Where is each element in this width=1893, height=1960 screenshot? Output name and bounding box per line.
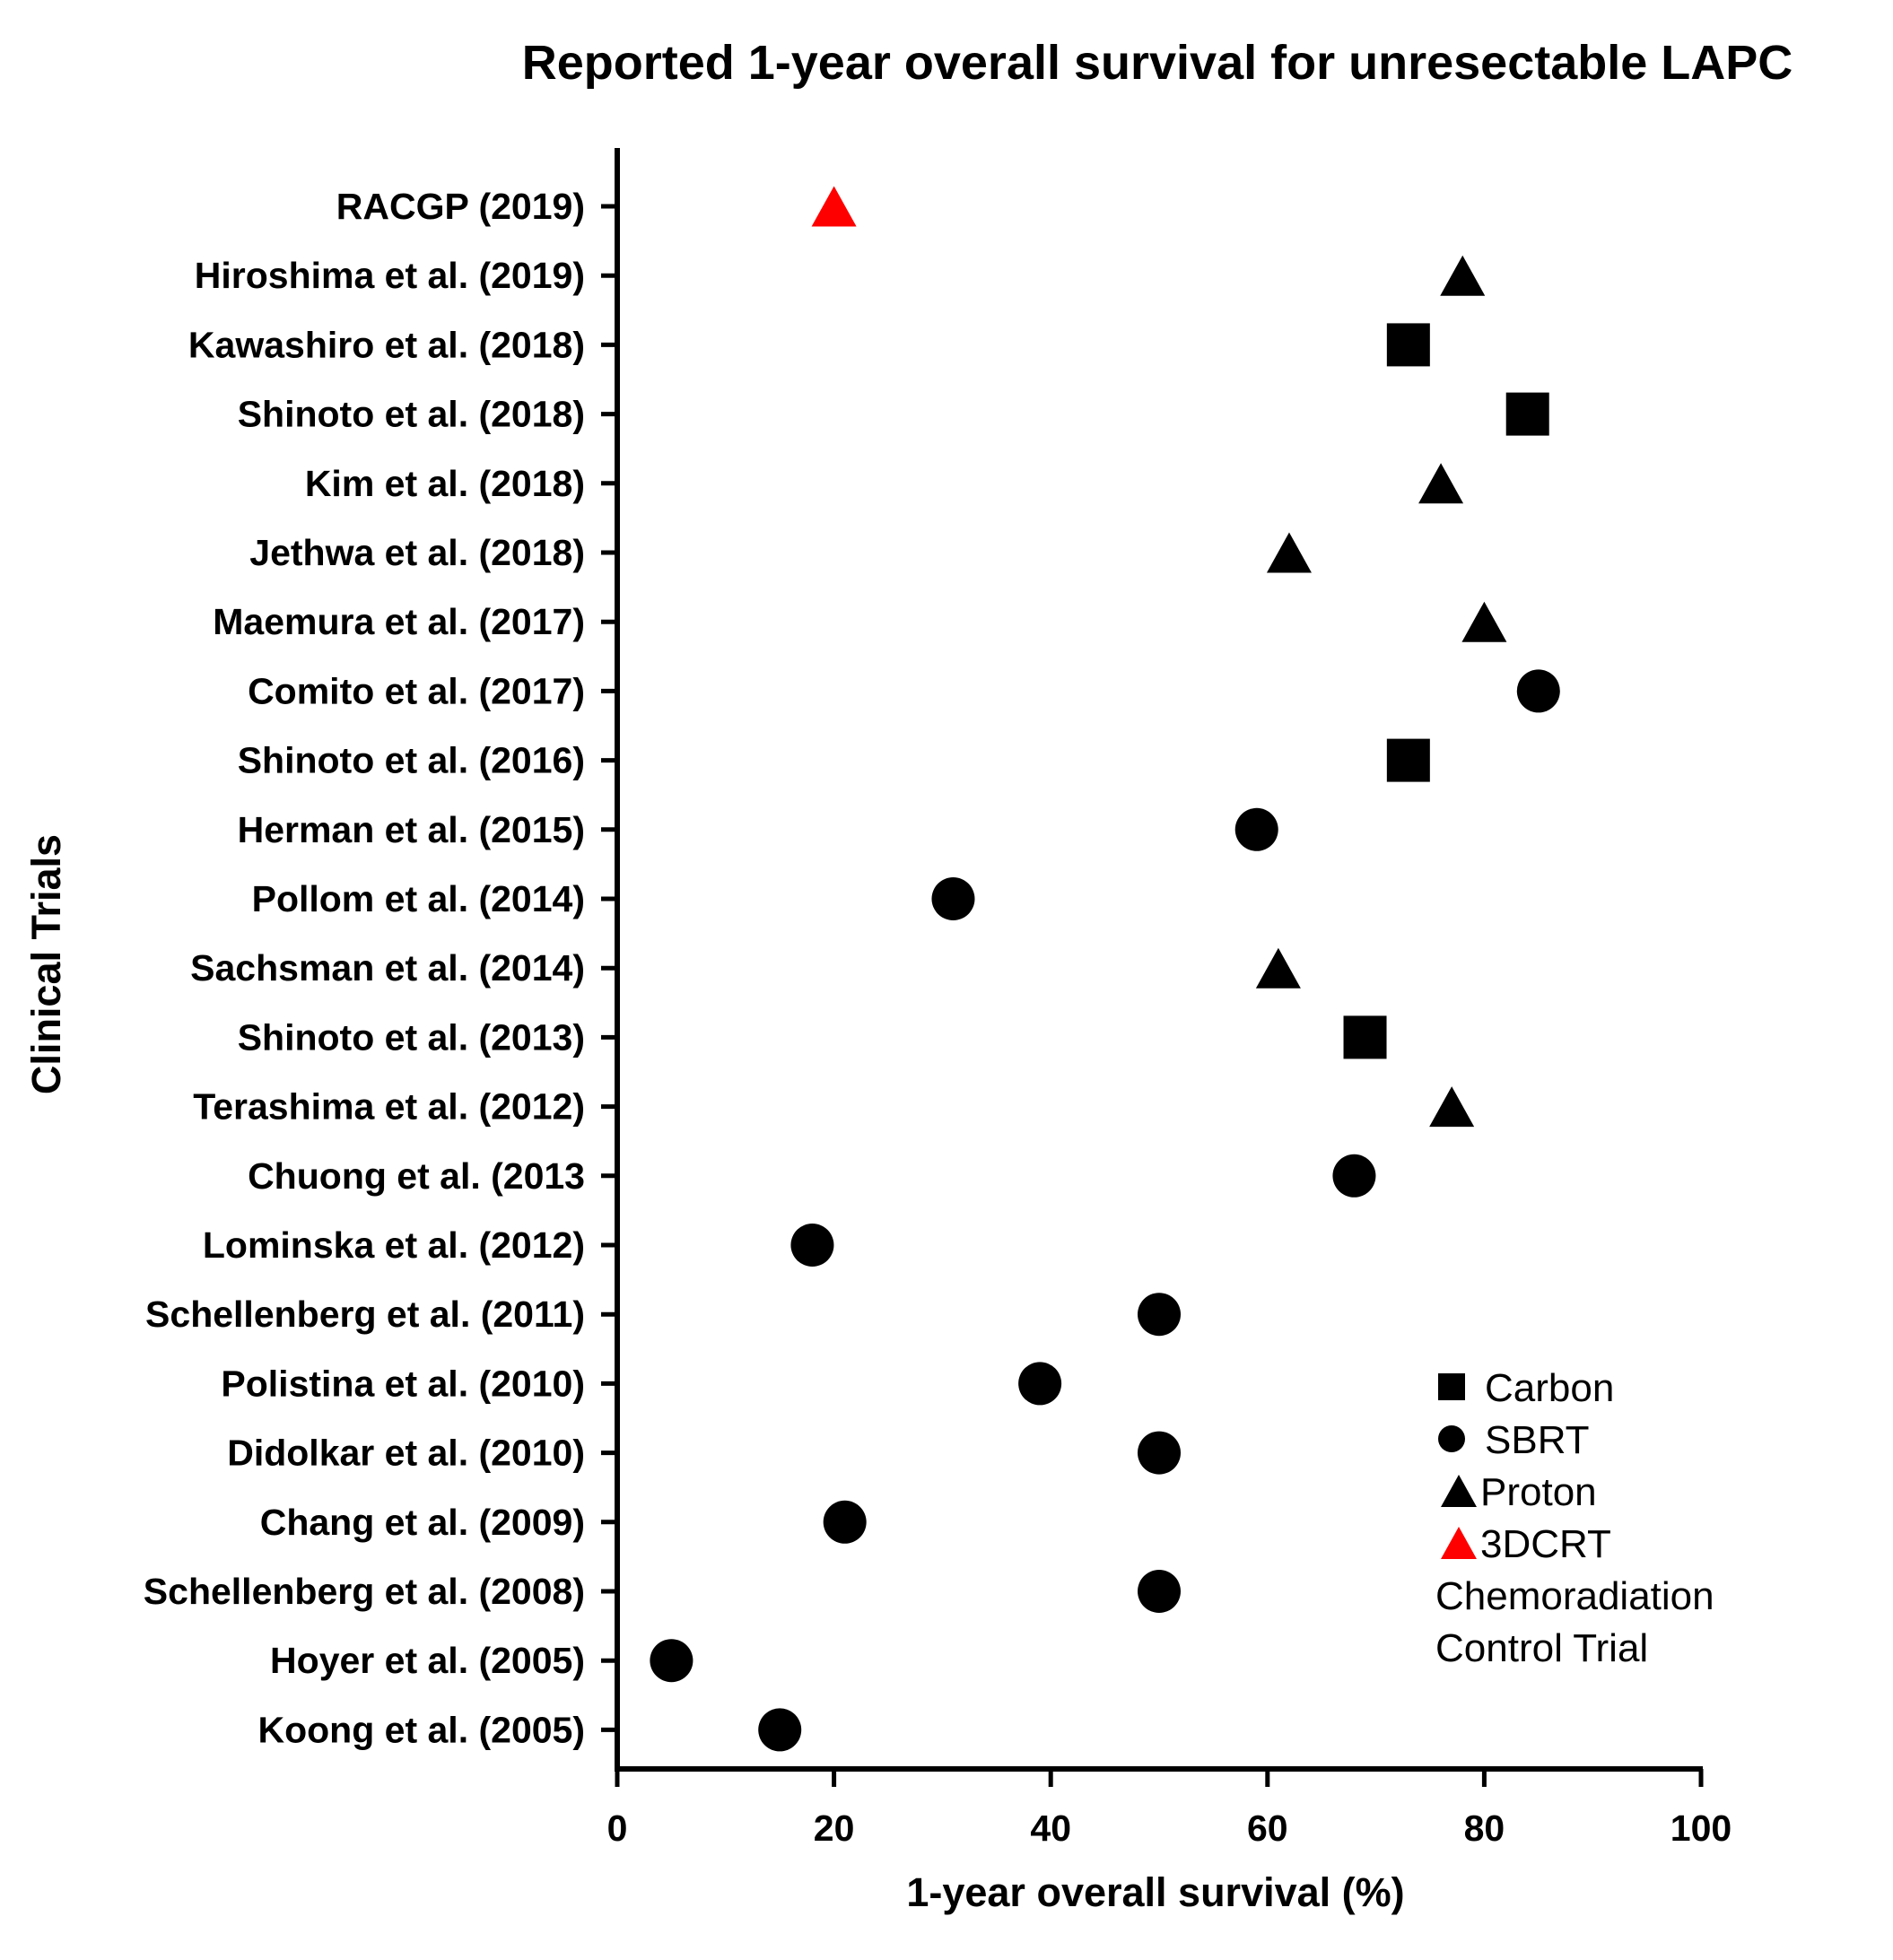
y-tick-label: Shinoto et al. (2013) — [238, 1016, 585, 1058]
legend-marker-circle — [1438, 1425, 1465, 1452]
y-tick-label: Shinoto et al. (2018) — [238, 394, 585, 435]
x-tick-label: 40 — [1030, 1808, 1071, 1849]
y-ticks: RACGP (2019) Hiroshima et al. (2019) Kawas… — [144, 186, 617, 1750]
x-axis-label: 1-year overall survival (%) — [906, 1869, 1404, 1915]
data-point-circle — [1234, 807, 1278, 851]
y-tick-label: Jethwa et al. (2018) — [249, 532, 585, 573]
data-point-triangle — [1440, 255, 1486, 296]
data-point-circle — [931, 877, 975, 920]
legend-label: 3DCRT — [1480, 1522, 1611, 1566]
legend-marker-square — [1438, 1373, 1465, 1400]
data-point-circle — [1138, 1570, 1181, 1613]
data-point-triangle — [1266, 532, 1312, 573]
legend-label: Carbon — [1485, 1366, 1614, 1410]
x-tick-label: 20 — [814, 1808, 855, 1849]
legend-note: Chemoradiation — [1435, 1574, 1714, 1618]
data-point-circle — [1138, 1293, 1181, 1337]
y-tick-label: Shinoto et al. (2016) — [238, 740, 585, 781]
y-tick-label: Sachsman et al. (2014) — [190, 947, 585, 989]
data-point-circle — [790, 1224, 834, 1267]
legend-label: Proton — [1480, 1470, 1597, 1514]
y-tick-label: Maemura et al. (2017) — [213, 601, 585, 642]
x-tick-label: 80 — [1464, 1808, 1505, 1849]
x-tick-label: 100 — [1671, 1808, 1732, 1849]
data-point-circle — [1332, 1154, 1376, 1198]
data-point-square — [1386, 738, 1430, 782]
data-point-circle — [758, 1708, 802, 1752]
y-axis-label: Clinical Trials — [23, 834, 69, 1094]
y-tick-label: Polistina et al. (2010) — [221, 1363, 585, 1404]
y-tick-label: Hoyer et al. (2005) — [270, 1640, 585, 1681]
y-tick-label: RACGP (2019) — [336, 186, 585, 227]
legend: Carbon SBRT Proton 3DCRT Chemoradiation Contr… — [1435, 1366, 1714, 1670]
data-point-triangle — [1429, 1086, 1475, 1128]
y-tick-label: Chuong et al. (2013 — [248, 1155, 585, 1197]
data-point-square — [1505, 392, 1549, 436]
data-point-circle — [1018, 1362, 1062, 1406]
y-tick-label: Terashima et al. (2012) — [193, 1086, 585, 1128]
data-point-circle — [1516, 669, 1560, 713]
y-tick-label: Lominska et al. (2012) — [203, 1224, 585, 1266]
x-tick-label: 0 — [607, 1808, 628, 1849]
y-tick-label: Chang et al. (2009) — [260, 1502, 585, 1543]
chart-title: Reported 1-year overall survival for unr… — [522, 36, 1793, 90]
data-point-circle — [650, 1639, 694, 1683]
data-point-circle — [823, 1500, 867, 1544]
data-point-triangle — [811, 186, 857, 227]
y-tick-label: Pollom et al. (2014) — [252, 878, 585, 919]
y-tick-label: Herman et al. (2015) — [238, 809, 585, 850]
y-tick-label: Hiroshima et al. (2019) — [195, 255, 585, 296]
legend-marker-triangle — [1441, 1527, 1477, 1559]
data-point-square — [1386, 323, 1430, 367]
legend-marker-triangle — [1441, 1475, 1477, 1507]
y-tick-label: Kawashiro et al. (2018) — [188, 324, 585, 365]
y-tick-label: Kim et al. (2018) — [305, 463, 585, 504]
y-tick-label: Comito et al. (2017) — [248, 670, 585, 711]
x-ticks: 0 20 40 60 80 100 — [607, 1769, 1732, 1849]
y-tick-label: Schellenberg et al. (2011) — [145, 1294, 585, 1335]
legend-label: SBRT — [1485, 1418, 1590, 1462]
data-point-circle — [1138, 1431, 1181, 1475]
y-tick-label: Schellenberg et al. (2008) — [144, 1571, 585, 1612]
data-point-triangle — [1418, 463, 1464, 504]
data-point-triangle — [1461, 601, 1507, 642]
legend-note: Control Trial — [1435, 1626, 1648, 1670]
markers — [650, 186, 1560, 1752]
x-tick-label: 60 — [1247, 1808, 1288, 1849]
y-tick-label: Didolkar et al. (2010) — [227, 1433, 585, 1474]
y-tick-label: Koong et al. (2005) — [257, 1709, 585, 1750]
data-point-triangle — [1255, 947, 1301, 989]
data-point-square — [1343, 1015, 1387, 1059]
